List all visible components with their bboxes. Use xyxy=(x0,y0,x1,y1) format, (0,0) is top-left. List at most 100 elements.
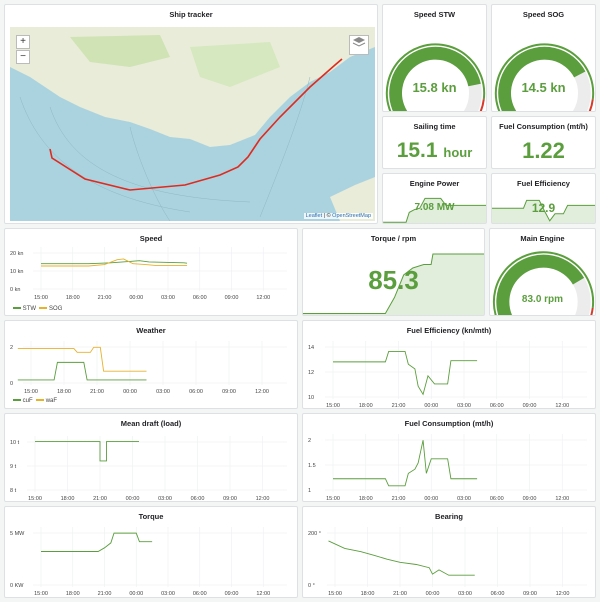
x-tick-label: 00:00 xyxy=(424,403,438,409)
legend-stw[interactable]: STW xyxy=(22,306,37,312)
y-tick-label: 9 t xyxy=(10,464,17,470)
engine-power-panel: Engine Power 7.08 MW xyxy=(382,173,487,224)
y-tick-label: 8 t xyxy=(10,488,17,494)
x-tick-label: 03:00 xyxy=(457,496,471,502)
fuel-efficiency-chart: 15:00 18:00 21:00 00:00 03:00 06:00 09:00 12:00… xyxy=(308,341,587,409)
x-tick-label: 09:00 xyxy=(225,591,239,597)
speed-sog-panel: Speed SOG 14.5 kn xyxy=(491,4,596,112)
x-tick-label: 15:00 xyxy=(34,295,48,301)
fuel-efficiency-title: Fuel Efficiency (kn/mth) xyxy=(406,326,492,335)
sparkline-line xyxy=(383,197,486,223)
series-line-stw xyxy=(41,260,188,265)
fuel-consumption-stat-panel: Fuel Consumption (mt/h) 1.22 xyxy=(491,116,596,169)
gauge-threshold-high xyxy=(588,99,594,111)
fuel-consumption-stat-title: Fuel Consumption (mt/h) xyxy=(499,122,588,131)
bearing-chart: 15:00 18:00 21:00 00:00 03:00 06:00 09:00 12:00… xyxy=(308,527,587,597)
legend-swatch-cuf xyxy=(13,399,21,402)
speed-stw-title: Speed STW xyxy=(413,10,456,19)
x-tick-label: 00:00 xyxy=(424,496,438,502)
map-view[interactable]: + − Leaflet | © OpenStreetMap xyxy=(10,27,375,221)
main-engine-title: Main Engine xyxy=(520,234,565,243)
series-line xyxy=(333,350,478,396)
x-tick-label: 15:00 xyxy=(34,591,48,597)
legend-waf[interactable]: waF xyxy=(45,398,58,404)
weather-title: Weather xyxy=(136,326,166,335)
x-tick-label: 18:00 xyxy=(361,591,375,597)
x-tick-label: 06:00 xyxy=(191,496,205,502)
bearing-title: Bearing xyxy=(435,512,463,521)
main-engine-panel: Main Engine 83.0 rpm xyxy=(489,228,596,316)
fuel-consumption-chart: 15:00 18:00 21:00 00:00 03:00 06:00 09:00 12:00… xyxy=(308,434,587,502)
series-line xyxy=(41,532,153,552)
x-tick-label: 21:00 xyxy=(393,591,407,597)
x-tick-label: 18:00 xyxy=(66,591,80,597)
mean-draft-title: Mean draft (load) xyxy=(120,419,182,428)
ship-tracker-title: Ship tracker xyxy=(169,10,213,19)
series-line-cuf xyxy=(17,361,147,381)
fuel-efficiency-sparkline xyxy=(492,199,595,223)
y-tick-label: 1 xyxy=(308,488,311,494)
speed-panel: Speed 15:00 18:00 21:00 00:00 03:00 06:00 09:0… xyxy=(4,228,298,316)
zoom-in-button[interactable]: + xyxy=(16,35,30,49)
y-tick-label: 2 xyxy=(10,345,13,351)
map-canvas xyxy=(10,27,375,221)
x-tick-label: 03:00 xyxy=(158,496,172,502)
gauge-value-arc xyxy=(496,254,585,315)
x-tick-label: 09:00 xyxy=(523,403,537,409)
x-tick-label: 06:00 xyxy=(193,295,207,301)
y-tick-label: 14 xyxy=(308,345,314,351)
ship-tracker-panel: Ship tracker + − Leaflet | © OpenStreetM… xyxy=(4,4,378,224)
legend-sog[interactable]: SOG xyxy=(49,306,63,312)
x-tick-label: 21:00 xyxy=(90,389,104,395)
x-tick-label: 00:00 xyxy=(129,295,143,301)
fuel-consumption-panel: Fuel Consumption (mt/h) 15:00 18:00 21:00 0… xyxy=(302,413,596,502)
y-tick-label: 5 MW xyxy=(10,531,25,537)
torque-rpm-value: 85.3 xyxy=(368,265,419,295)
x-tick-label: 18:00 xyxy=(359,496,373,502)
x-tick-label: 09:00 xyxy=(223,496,237,502)
gauge-threshold-high xyxy=(479,99,485,111)
x-tick-label: 06:00 xyxy=(490,496,504,502)
speed-title: Speed xyxy=(139,234,163,243)
y-tick-label: 2 xyxy=(308,438,311,444)
legend-swatch-waf xyxy=(36,399,45,402)
sailing-time-title: Sailing time xyxy=(413,122,456,131)
speed-stw-gauge xyxy=(385,43,486,111)
x-tick-label: 15:00 xyxy=(28,496,42,502)
main-engine-gauge xyxy=(492,251,595,315)
x-tick-label: 15:00 xyxy=(326,403,340,409)
y-tick-label: 0 KW xyxy=(10,583,24,589)
gauge-threshold-high xyxy=(590,307,594,315)
torque-rpm-panel: Torque / rpm 85.3 xyxy=(302,228,485,316)
x-tick-label: 12:00 xyxy=(255,389,269,395)
attr-separator: | © xyxy=(322,213,333,219)
gauge-value-arc xyxy=(498,46,586,111)
fuel-consumption-title: Fuel Consumption (mt/h) xyxy=(404,419,494,428)
engine-power-sparkline xyxy=(383,197,486,223)
land-forest-2 xyxy=(190,42,280,87)
land-forest xyxy=(70,35,170,67)
weather-chart: 15:00 18:00 21:00 00:00 03:00 06:00 09:00 12:00… xyxy=(10,341,287,395)
x-tick-label: 18:00 xyxy=(66,295,80,301)
x-tick-label: 12:00 xyxy=(256,496,270,502)
x-tick-label: 03:00 xyxy=(161,591,175,597)
x-tick-label: 12:00 xyxy=(555,496,569,502)
fuel-efficiency-panel: Fuel Efficiency (kn/mth) 15:00 18:00 21:00… xyxy=(302,320,596,409)
mean-draft-panel: Mean draft (load) 15:00 18:00 21:00 00:00 03… xyxy=(4,413,298,502)
sparkline-area xyxy=(492,200,595,223)
leaflet-link[interactable]: Leaflet xyxy=(305,213,323,219)
layers-button[interactable] xyxy=(349,35,369,55)
zoom-out-button[interactable]: − xyxy=(16,50,30,64)
speed-stw-panel: Speed STW 15.8 kn xyxy=(382,4,487,112)
fuel-efficiency-stat-value: 12.9 xyxy=(531,201,556,215)
land-denmark xyxy=(330,177,375,221)
x-tick-label: 06:00 xyxy=(193,591,207,597)
series-line xyxy=(333,440,478,487)
osm-link[interactable]: OpenStreetMap xyxy=(332,213,371,219)
x-tick-label: 21:00 xyxy=(93,496,107,502)
x-tick-label: 03:00 xyxy=(161,295,175,301)
torque-panel: Torque 15:00 18:00 21:00 00:00 03:00 06:00 09:… xyxy=(4,506,298,598)
x-tick-label: 09:00 xyxy=(523,496,537,502)
y-tick-label: 10 xyxy=(308,395,314,401)
legend-cuf[interactable]: cuF xyxy=(22,398,33,404)
